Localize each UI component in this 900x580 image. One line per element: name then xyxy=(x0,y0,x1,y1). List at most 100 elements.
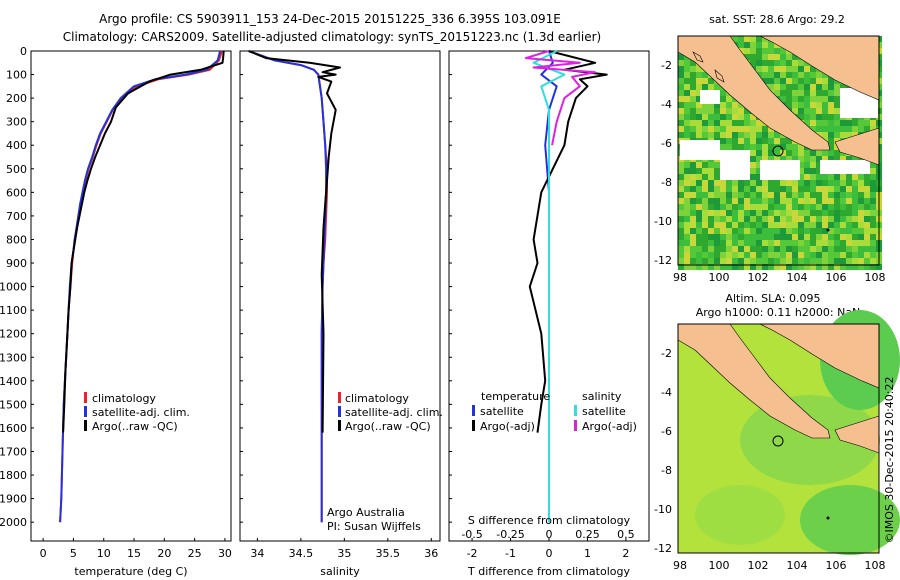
sst-cell xyxy=(690,78,696,84)
sst-cell xyxy=(846,210,852,216)
sst-cell xyxy=(702,132,708,138)
sst-cell xyxy=(846,198,852,204)
sst-cell xyxy=(732,126,738,132)
sst-missing-data xyxy=(680,140,720,160)
sst-cell xyxy=(774,180,780,186)
sst-cell xyxy=(774,150,780,156)
sst-cell xyxy=(792,78,798,84)
sst-cell xyxy=(804,234,810,240)
sst-cell xyxy=(828,180,834,186)
sst-cell xyxy=(816,102,822,108)
sst-cell xyxy=(678,228,684,234)
sst-cell xyxy=(774,204,780,210)
sst-cell xyxy=(744,198,750,204)
sst-cell xyxy=(780,264,786,270)
sst-cell xyxy=(756,60,762,66)
sst-cell xyxy=(792,156,798,162)
sst-cell xyxy=(858,234,864,240)
sst-cell xyxy=(864,258,870,264)
sst-cell xyxy=(792,180,798,186)
sst-cell xyxy=(708,252,714,258)
sst-cell xyxy=(786,138,792,144)
sst-cell xyxy=(756,144,762,150)
sst-cell xyxy=(696,240,702,246)
sst-cell xyxy=(702,246,708,252)
sst-cell xyxy=(798,258,804,264)
depth-tick-label: 1500 xyxy=(0,398,27,411)
sst-cell xyxy=(846,240,852,246)
sla-y-ticks: -2 -4 -6 -8 -10 -12 xyxy=(654,347,672,555)
sst-cell xyxy=(798,96,804,102)
sst-cell xyxy=(696,114,702,120)
depth-tick-label: 900 xyxy=(6,257,27,270)
temperature-legend: climatology satellite-adj. clim. Argo(..… xyxy=(84,392,190,433)
sla-argo-marker xyxy=(772,435,784,447)
sst-cell xyxy=(816,174,822,180)
sst-cell xyxy=(756,240,762,246)
sst-cell xyxy=(870,228,876,234)
sst-cell xyxy=(870,258,876,264)
x-tick-label: 36 xyxy=(424,547,438,560)
sst-cell xyxy=(744,252,750,258)
sst-cell xyxy=(738,198,744,204)
sst-cell xyxy=(822,120,828,126)
map-x-tick: 108 xyxy=(865,559,886,572)
sst-cell xyxy=(684,60,690,66)
sst-cell xyxy=(804,90,810,96)
sst-cell xyxy=(726,108,732,114)
sst-cell xyxy=(750,192,756,198)
sst-cell xyxy=(768,150,774,156)
sst-cell xyxy=(708,162,714,168)
sst-land-java xyxy=(834,127,880,166)
sst-cell xyxy=(864,264,870,270)
sst-cell xyxy=(762,150,768,156)
sst-cell xyxy=(792,240,798,246)
sla-land-sumatra xyxy=(677,323,831,439)
sst-cell xyxy=(804,198,810,204)
sst-cell xyxy=(708,234,714,240)
sst-cell xyxy=(822,192,828,198)
sst-cell xyxy=(780,78,786,84)
sst-cell xyxy=(714,102,720,108)
sst-cell xyxy=(678,126,684,132)
map-y-tick: -8 xyxy=(661,176,672,189)
sst-cell xyxy=(738,228,744,234)
depth-tick-label: 200 xyxy=(6,92,27,105)
sst-cell xyxy=(738,132,744,138)
sst-cell xyxy=(690,162,696,168)
sst-cell xyxy=(702,252,708,258)
sla-patch-3 xyxy=(800,485,900,555)
sst-island-2 xyxy=(714,69,725,83)
sst-cell xyxy=(738,264,744,270)
sst-cell xyxy=(708,102,714,108)
sst-cell xyxy=(834,258,840,264)
sst-cell xyxy=(678,108,684,114)
sst-cell xyxy=(690,252,696,258)
sst-cell xyxy=(768,234,774,240)
sst-cell xyxy=(720,90,726,96)
x-tick-label: 5 xyxy=(70,547,77,560)
sst-cell xyxy=(870,162,876,168)
sst-cell xyxy=(810,216,816,222)
sst-cell xyxy=(756,174,762,180)
sst-cell xyxy=(774,246,780,252)
sst-cell xyxy=(804,66,810,72)
sst-cell xyxy=(822,102,828,108)
sst-cell xyxy=(798,252,804,258)
sst-cell xyxy=(852,126,858,132)
sst-cell xyxy=(804,114,810,120)
sst-cell xyxy=(702,120,708,126)
sst-cell xyxy=(798,156,804,162)
legend-swatch-temp-satellite xyxy=(472,405,475,416)
sst-cell xyxy=(834,138,840,144)
sst-cell xyxy=(786,204,792,210)
sst-cell xyxy=(804,216,810,222)
s-tick-label: -0.25 xyxy=(496,528,524,541)
sst-cell xyxy=(816,198,822,204)
sst-cell xyxy=(804,96,810,102)
sst-cell xyxy=(816,156,822,162)
sst-cell xyxy=(738,138,744,144)
sst-cell xyxy=(774,234,780,240)
sst-cell xyxy=(714,240,720,246)
sst-cell xyxy=(702,114,708,120)
